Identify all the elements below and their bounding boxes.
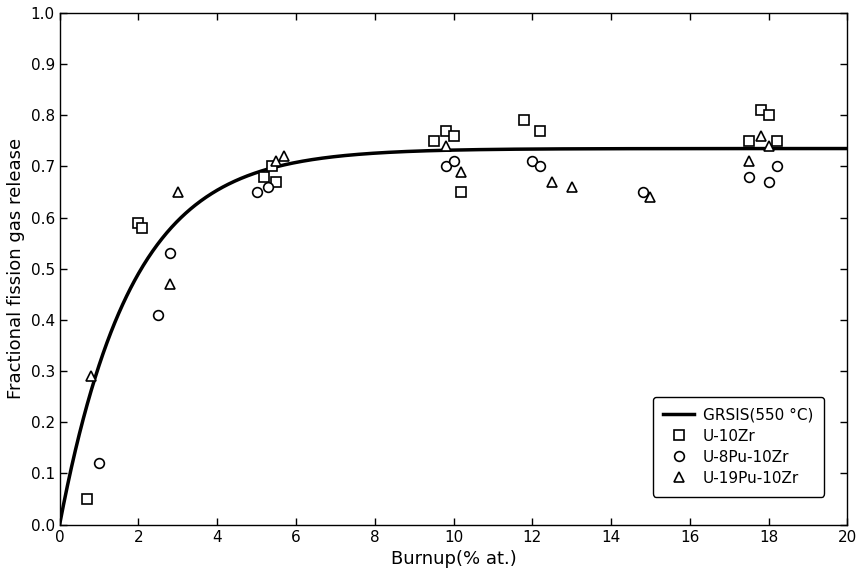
U-19Pu-10Zr (173, 189, 183, 196)
U-19Pu-10Zr (456, 168, 467, 175)
U-10Zr (429, 137, 439, 144)
U-19Pu-10Zr (645, 194, 656, 201)
U-10Zr (535, 127, 545, 134)
U-8Pu-10Zr (744, 173, 754, 180)
U-19Pu-10Zr (547, 178, 557, 185)
U-10Zr (267, 163, 277, 170)
U-10Zr (259, 173, 270, 180)
U-10Zr (772, 137, 782, 144)
U-19Pu-10Zr (764, 143, 774, 150)
U-19Pu-10Zr (756, 132, 766, 139)
U-19Pu-10Zr (165, 281, 175, 288)
Y-axis label: Fractional fission gas release: Fractional fission gas release (7, 138, 25, 400)
U-19Pu-10Zr (279, 153, 289, 160)
U-8Pu-10Zr (527, 158, 537, 165)
U-10Zr (137, 224, 148, 231)
X-axis label: Burnup(% at.): Burnup(% at.) (391, 550, 517, 568)
U-19Pu-10Zr (271, 158, 282, 165)
Legend: GRSIS(550 °C), U-10Zr, U-8Pu-10Zr, U-19Pu-10Zr: GRSIS(550 °C), U-10Zr, U-8Pu-10Zr, U-19P… (652, 397, 824, 497)
U-8Pu-10Zr (94, 460, 105, 467)
GRSIS(550 °C) (669, 145, 679, 152)
Line: U-8Pu-10Zr: U-8Pu-10Zr (94, 156, 781, 468)
GRSIS(550 °C) (135, 267, 145, 274)
U-19Pu-10Zr (744, 158, 754, 165)
GRSIS(550 °C) (402, 148, 412, 155)
GRSIS(550 °C) (683, 145, 693, 152)
U-8Pu-10Zr (764, 178, 774, 185)
U-8Pu-10Zr (165, 250, 175, 257)
GRSIS(550 °C) (54, 521, 65, 528)
U-8Pu-10Zr (535, 163, 545, 170)
U-10Zr (133, 219, 143, 226)
Line: GRSIS(550 °C): GRSIS(550 °C) (60, 148, 848, 524)
U-8Pu-10Zr (153, 312, 163, 319)
U-10Zr (82, 496, 92, 503)
U-10Zr (744, 137, 754, 144)
U-8Pu-10Zr (251, 189, 262, 196)
U-8Pu-10Zr (638, 189, 648, 196)
U-10Zr (448, 132, 459, 139)
U-19Pu-10Zr (86, 373, 96, 380)
U-10Zr (441, 127, 451, 134)
Line: U-10Zr: U-10Zr (82, 105, 781, 504)
GRSIS(550 °C) (842, 145, 853, 152)
U-10Zr (271, 178, 282, 185)
U-19Pu-10Zr (441, 143, 451, 150)
GRSIS(550 °C) (595, 145, 606, 152)
U-8Pu-10Zr (441, 163, 451, 170)
U-10Zr (519, 117, 530, 124)
U-8Pu-10Zr (772, 163, 782, 170)
U-19Pu-10Zr (567, 183, 577, 190)
U-10Zr (764, 112, 774, 118)
U-10Zr (756, 107, 766, 114)
U-8Pu-10Zr (448, 158, 459, 165)
GRSIS(550 °C) (373, 150, 384, 156)
U-8Pu-10Zr (264, 183, 274, 190)
U-10Zr (456, 189, 467, 196)
Line: U-19Pu-10Zr: U-19Pu-10Zr (86, 131, 773, 381)
